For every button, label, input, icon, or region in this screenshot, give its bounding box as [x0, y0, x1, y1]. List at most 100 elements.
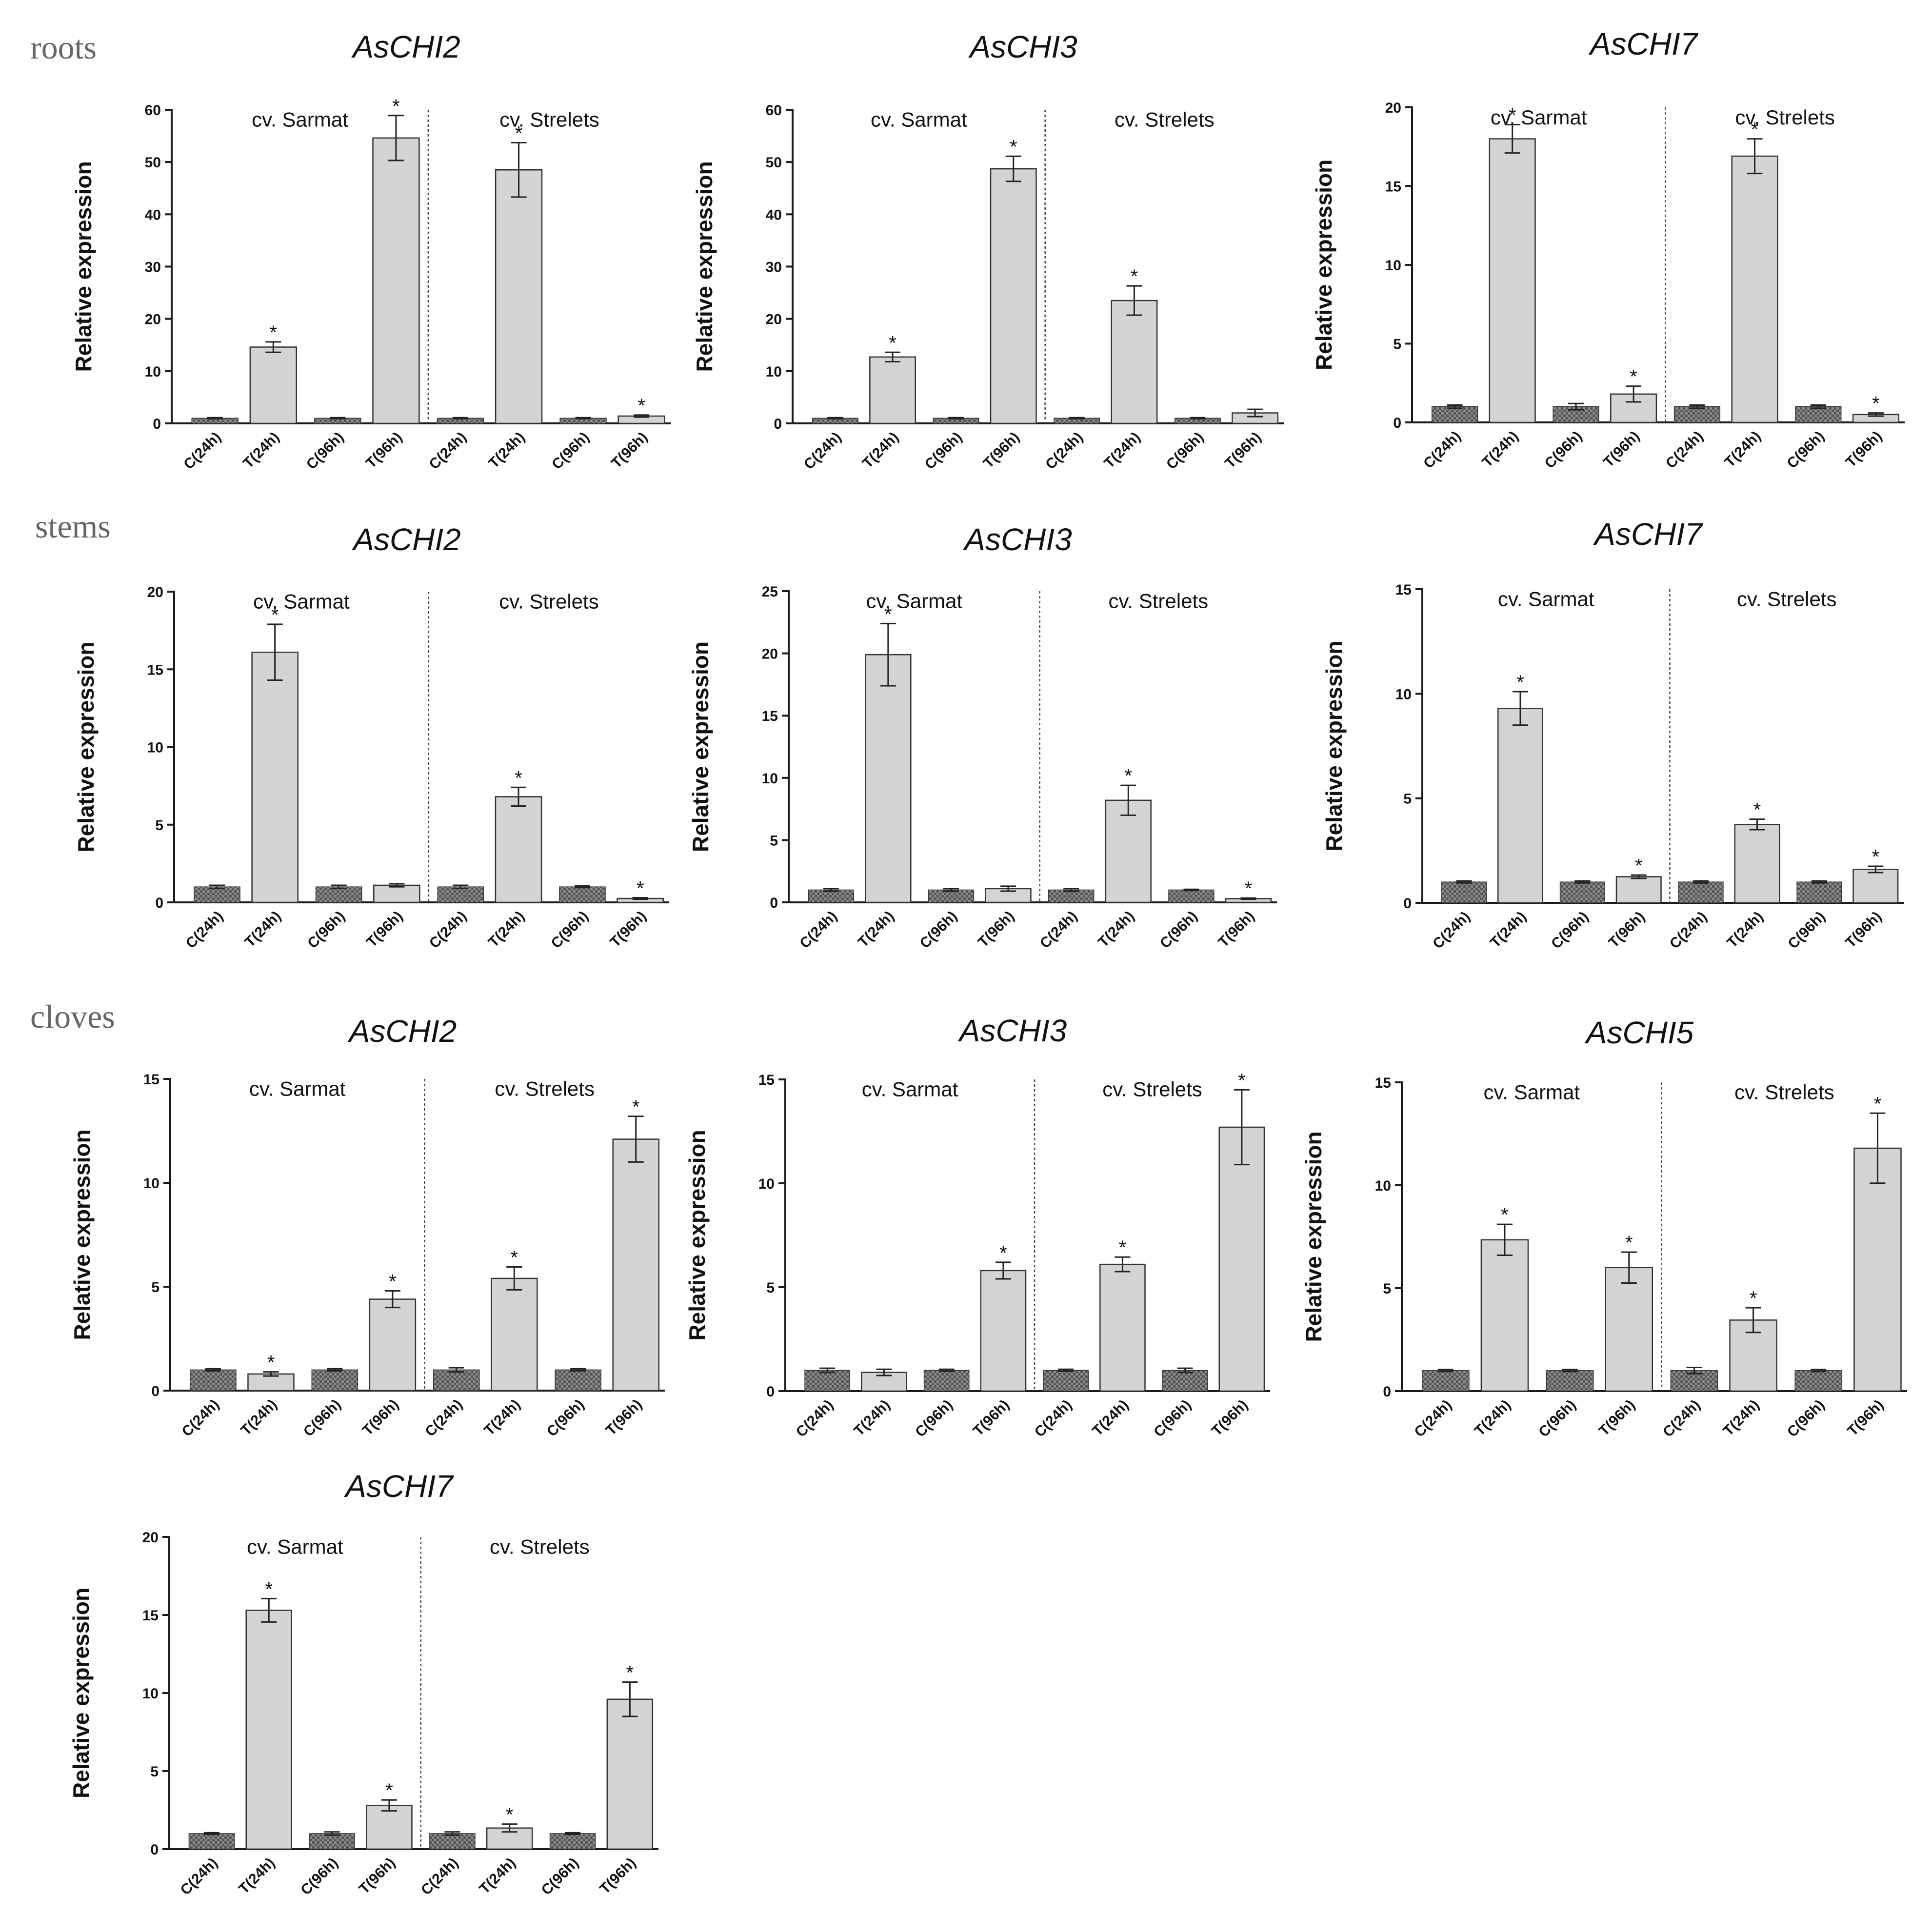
x-category-label: C(24h) — [1660, 1397, 1703, 1440]
chart-cloves-aschi3: AsCHI3 Relative expression 0 5 10 15 cv. Sarma… — [684, 1013, 1270, 1440]
significance-star: * — [1501, 1204, 1509, 1226]
y-tick-label: 5 — [151, 1279, 159, 1295]
x-category-label: T(96h) — [970, 1397, 1013, 1439]
y-tick-label: 20 — [762, 646, 778, 662]
x-category-label: T(24h) — [1479, 428, 1522, 471]
x-category-label: C(24h) — [422, 1396, 465, 1440]
y-tick-label: 15 — [147, 662, 163, 678]
x-category-label: T(24h) — [855, 908, 897, 951]
x-category-label: C(96h) — [544, 1396, 587, 1440]
group-label-sarmat: cv. Sarmat — [1484, 1080, 1580, 1103]
significance-star: * — [637, 395, 645, 417]
significance-star: * — [1630, 366, 1637, 388]
control-bar — [437, 886, 484, 903]
y-tick-label: 5 — [770, 833, 778, 849]
treatment-bar — [1731, 155, 1778, 423]
x-category-label: T(24h) — [1101, 429, 1143, 472]
chart-stems-aschi2: AsCHI2 Relative expression 0 5 10 15 20 cv. Sar… — [73, 522, 669, 952]
group-label-sarmat: cv. Sarmat — [252, 108, 348, 131]
significance-star: * — [511, 1247, 518, 1269]
x-category-label: C(96h) — [304, 908, 348, 952]
significance-star: * — [1245, 878, 1253, 899]
significance-star: * — [626, 1662, 634, 1684]
treatment-bar — [865, 654, 912, 903]
control-bar — [1168, 889, 1215, 903]
treatment-bar — [366, 1805, 413, 1850]
x-category-label: C(96h) — [298, 1855, 341, 1898]
treatment-bar — [372, 137, 420, 424]
treatment-bar — [495, 169, 543, 424]
chart-roots-aschi2: AsCHI2 Relative expression 0 10 20 30 40 50 60 cv… — [71, 29, 671, 473]
x-category-label: C(24h) — [178, 1855, 221, 1898]
chart-title: AsCHI2 — [351, 29, 460, 64]
significance-star: * — [1625, 1232, 1633, 1254]
group-label-strelets: cv. Strelets — [495, 1077, 595, 1100]
chart-cloves-aschi5: AsCHI5 Relative expression 0 5 10 15 cv. Sarma… — [1301, 1015, 1907, 1440]
x-category-label: C(96h) — [1784, 428, 1827, 472]
control-bar — [555, 1369, 601, 1391]
y-tick-label: 30 — [145, 259, 161, 276]
y-axis-label: Relative expression — [68, 1588, 94, 1798]
y-tick-label: 10 — [147, 740, 163, 756]
x-category-label: T(96h) — [359, 1396, 402, 1439]
chart-title: AsCHI2 — [351, 522, 461, 557]
significance-star: * — [1131, 266, 1138, 287]
row-label-cloves: cloves — [30, 998, 115, 1035]
y-tick-label: 40 — [145, 207, 161, 223]
chart-cloves-aschi7: AsCHI7 Relative expression 0 5 10 15 20 cv. Sar… — [68, 1469, 658, 1898]
control-bar — [1422, 1370, 1470, 1392]
significance-star: * — [1635, 855, 1643, 877]
control-bar — [549, 1833, 596, 1850]
treatment-bar — [373, 884, 420, 903]
x-category-label: C(96h) — [549, 429, 592, 473]
x-category-label: C(24h) — [793, 1397, 837, 1440]
y-tick-label: 20 — [145, 312, 161, 328]
group-label-sarmat: cv. Sarmat — [249, 1077, 346, 1100]
treatment-bar — [1615, 876, 1662, 904]
x-category-label: T(24h) — [236, 1855, 278, 1897]
control-bar — [1162, 1370, 1208, 1392]
significance-star: * — [392, 96, 400, 117]
treatment-bar — [495, 796, 542, 903]
y-tick-label: 0 — [151, 1383, 159, 1399]
x-category-label: C(24h) — [1042, 429, 1086, 473]
x-category-label: C(24h) — [1663, 428, 1706, 472]
group-label-sarmat: cv. Sarmat — [247, 1535, 343, 1558]
y-tick-label: 60 — [766, 102, 782, 119]
y-tick-label: 10 — [142, 1686, 159, 1702]
treatment-bar — [606, 1698, 654, 1850]
treatment-bar — [491, 1277, 538, 1392]
y-tick-label: 10 — [143, 1176, 159, 1192]
y-tick-label: 0 — [766, 1384, 775, 1400]
x-category-label: C(24h) — [426, 908, 470, 952]
x-category-label: T(96h) — [607, 908, 650, 951]
y-axis-label: Relative expression — [1311, 159, 1336, 370]
significance-star: * — [1874, 1093, 1882, 1115]
control-bar — [429, 1833, 476, 1850]
x-category-label: T(96h) — [1606, 909, 1648, 951]
x-category-label: T(24h) — [242, 908, 284, 951]
group-label-sarmat: cv. Sarmat — [862, 1078, 958, 1101]
y-tick-label: 15 — [1375, 1075, 1391, 1091]
x-category-label: C(24h) — [1667, 909, 1710, 952]
significance-star: * — [1872, 393, 1880, 415]
significance-star: * — [1872, 846, 1880, 868]
x-category-label: T(96h) — [1844, 1397, 1887, 1439]
significance-star: * — [385, 1780, 393, 1801]
x-category-label: T(24h) — [1089, 1397, 1132, 1439]
significance-star: * — [389, 1271, 397, 1293]
control-bar — [1673, 406, 1720, 423]
y-tick-label: 10 — [762, 771, 778, 787]
treatment-bar — [869, 356, 916, 424]
x-category-label: C(96h) — [1535, 1397, 1579, 1440]
y-tick-label: 0 — [774, 416, 782, 432]
significance-star: * — [506, 1804, 514, 1826]
control-bar — [804, 1370, 851, 1392]
y-axis-label: Relative expression — [73, 641, 99, 852]
x-category-label: C(96h) — [538, 1855, 582, 1898]
x-category-label: C(24h) — [1411, 1397, 1454, 1440]
y-tick-label: 10 — [766, 364, 782, 380]
control-bar — [315, 886, 362, 903]
